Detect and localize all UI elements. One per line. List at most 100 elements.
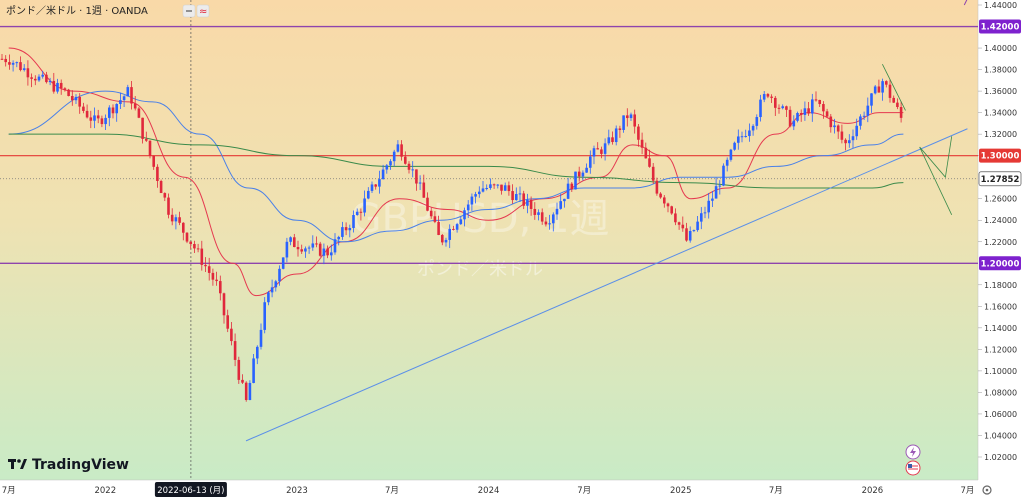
candle-body xyxy=(585,167,588,173)
candle-body xyxy=(178,217,181,223)
candle-body xyxy=(529,199,533,209)
candle-body xyxy=(133,103,137,109)
candle-body xyxy=(170,214,174,222)
gear-icon xyxy=(982,485,992,495)
candle-body xyxy=(644,147,648,159)
candle-body xyxy=(41,74,44,77)
candle-body xyxy=(607,137,611,144)
axis-settings-button[interactable] xyxy=(982,485,992,495)
candle-body xyxy=(108,107,111,118)
alerts-button[interactable] xyxy=(905,444,921,460)
candle-body xyxy=(637,126,640,140)
time-tick-label: 7月 xyxy=(385,486,399,496)
projection-line[interactable] xyxy=(919,136,953,179)
price-tick-label: 1.36000 xyxy=(984,87,1017,96)
candle-body xyxy=(315,243,318,245)
candle-body xyxy=(459,219,463,225)
candle-body xyxy=(67,89,70,97)
candle-body xyxy=(688,231,692,241)
candle-body xyxy=(444,239,448,243)
candle-body xyxy=(618,128,622,130)
compare-button-bg[interactable] xyxy=(196,4,210,18)
candle-body xyxy=(851,136,855,141)
candle-body xyxy=(415,169,418,184)
candle-body xyxy=(796,113,799,121)
projection-line[interactable] xyxy=(919,146,953,216)
candle-body xyxy=(363,198,366,213)
candle-body xyxy=(48,80,52,83)
price-label-bg xyxy=(979,148,1021,163)
candle-body xyxy=(71,96,74,101)
candle-body xyxy=(344,227,348,231)
price-label-bg xyxy=(978,171,1022,187)
candle-body xyxy=(677,222,681,225)
candle-body xyxy=(293,237,296,248)
candle-body xyxy=(788,109,792,127)
candle-body xyxy=(655,180,659,194)
candle-body xyxy=(137,108,141,118)
candle-body xyxy=(537,212,540,215)
lightning-icon xyxy=(910,447,916,457)
price-tick-label: 1.34000 xyxy=(984,109,1017,118)
candle-body xyxy=(404,156,407,164)
candle-body xyxy=(489,184,492,188)
candle-body xyxy=(63,88,67,90)
price-axis-panel[interactable] xyxy=(978,0,1024,500)
candle-body xyxy=(219,281,222,294)
candle-body xyxy=(663,197,666,204)
drawing-line[interactable] xyxy=(963,0,972,6)
price-tick-label: 1.14000 xyxy=(984,324,1017,333)
candle-body xyxy=(559,201,562,209)
time-tick-label: 7月 xyxy=(960,486,974,496)
candle-body xyxy=(707,200,710,213)
candle-body xyxy=(167,197,170,215)
candle-body xyxy=(533,208,537,215)
candle-body xyxy=(259,329,263,347)
candle-body xyxy=(552,214,555,224)
price-label-bg xyxy=(979,19,1021,34)
candle-body xyxy=(581,172,585,177)
candle-body xyxy=(74,96,78,101)
price-tick-label: 1.08000 xyxy=(984,388,1017,397)
candle-body xyxy=(267,292,270,303)
country-flag-button[interactable] xyxy=(905,460,921,476)
time-tick-label: 2024 xyxy=(478,486,500,496)
candle-body xyxy=(463,210,466,220)
collapse-button[interactable] xyxy=(182,4,196,18)
price-tick-label: 1.40000 xyxy=(984,44,1017,53)
candle-body xyxy=(744,136,747,138)
candle-body xyxy=(200,248,204,265)
candles-layer xyxy=(0,53,903,402)
candle-body xyxy=(748,130,751,137)
candle-body xyxy=(674,213,677,223)
candle-body xyxy=(59,82,63,89)
candle-body xyxy=(574,171,577,190)
candle-body xyxy=(433,216,437,222)
drawing-line[interactable] xyxy=(882,64,906,111)
candle-body xyxy=(614,128,618,143)
candle-body xyxy=(866,105,870,116)
candle-body xyxy=(119,100,122,104)
candle-body xyxy=(26,68,30,78)
time-axis-panel[interactable] xyxy=(0,480,978,500)
candle-body xyxy=(15,62,19,64)
candle-body xyxy=(230,328,233,342)
candle-body xyxy=(193,244,196,249)
candle-body xyxy=(300,249,303,252)
candle-body xyxy=(496,184,500,186)
candle-body xyxy=(540,212,544,222)
time-axis-ticks: 7月 2022 2023 7月 2024 7月 2025 7月 2026 7月 xyxy=(2,486,975,496)
moving-average-short[interactable] xyxy=(8,47,904,297)
candle-body xyxy=(722,165,725,186)
candle-body xyxy=(359,211,363,213)
candle-body xyxy=(244,382,248,401)
candle-body xyxy=(348,227,352,231)
trendline[interactable] xyxy=(245,128,968,442)
crosshair-date-label-bg xyxy=(154,482,227,497)
candle-body xyxy=(563,198,566,202)
tradingview-logo[interactable]: TradingView xyxy=(8,457,129,473)
candle-body xyxy=(248,382,252,401)
moving-average-long[interactable] xyxy=(8,133,904,189)
compare-button[interactable]: ≈ xyxy=(196,4,210,18)
